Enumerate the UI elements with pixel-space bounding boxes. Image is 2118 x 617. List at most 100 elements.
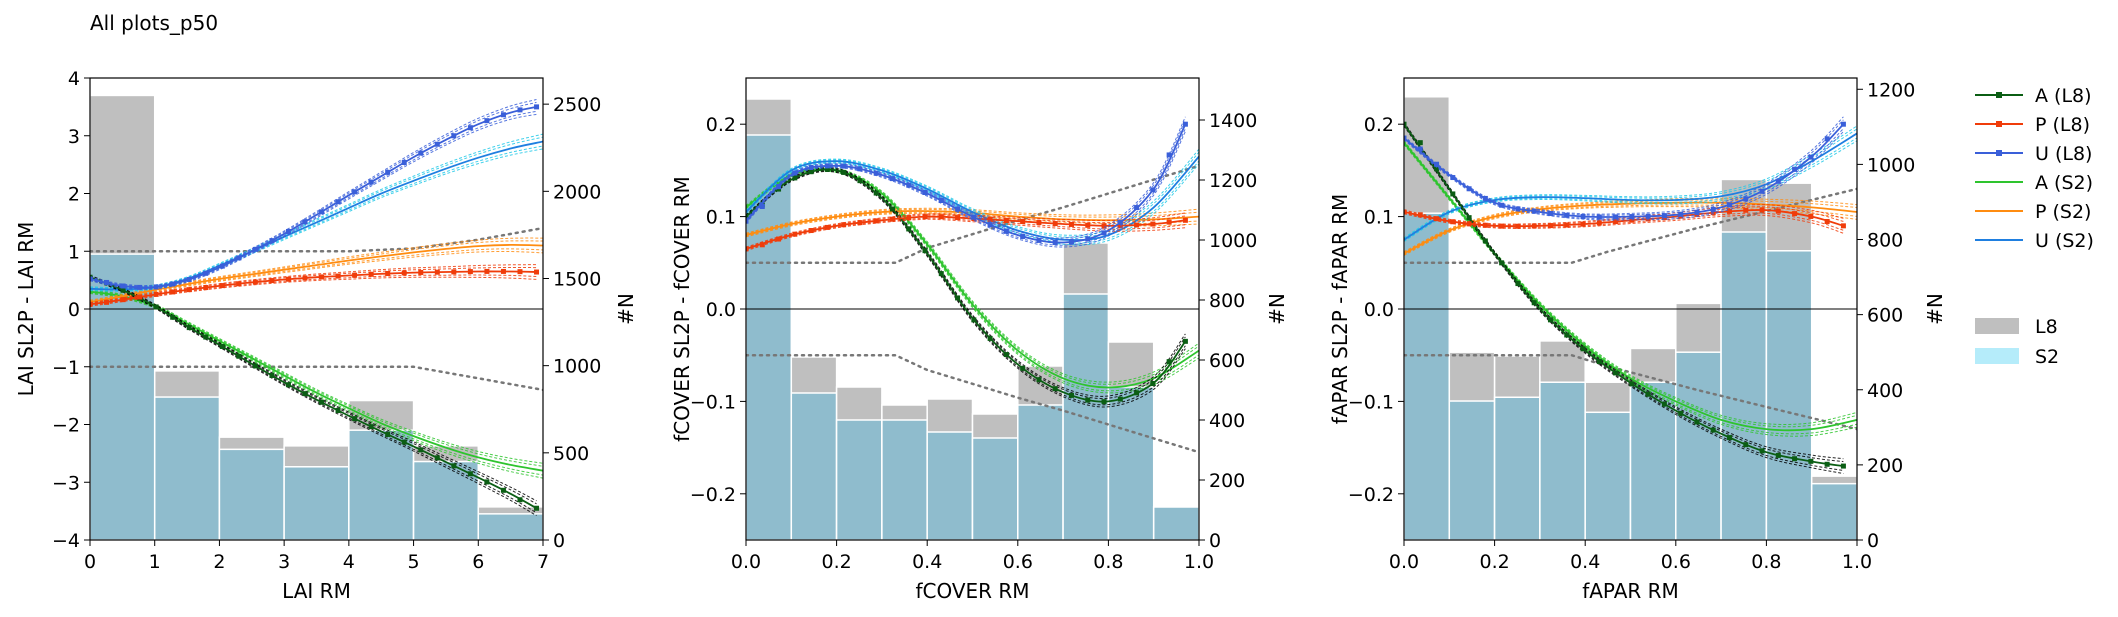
- y2-tick-label: 200: [1209, 470, 1245, 492]
- series-marker-u-l8: [302, 219, 308, 225]
- hist-bar-overlap: [881, 419, 928, 540]
- ci-band: [746, 162, 1199, 246]
- series-marker-u-l8: [1840, 121, 1846, 127]
- x-tick-label: 1.0: [1842, 551, 1872, 573]
- ci-band: [90, 264, 537, 303]
- ci-band: [1404, 140, 1857, 242]
- series-marker-u-l8: [1661, 213, 1667, 219]
- series-marker-u-l8: [137, 284, 143, 290]
- series-marker-p-l8: [1580, 221, 1586, 227]
- x-tick-label: 0.4: [1570, 551, 1600, 573]
- series-marker-u-l8: [285, 228, 291, 234]
- hist-bar-overlap: [153, 396, 221, 540]
- y2-tick-label: 1000: [1867, 154, 1915, 176]
- series-marker-p-l8: [1085, 222, 1091, 228]
- series-marker-p-l8: [1726, 208, 1732, 214]
- series-marker-p-l8: [1003, 217, 1009, 223]
- threshold-upper: [90, 226, 543, 253]
- ci-band: [1404, 137, 1857, 242]
- series-marker-p-l8: [1645, 216, 1651, 222]
- ci-band: [90, 237, 543, 301]
- y2-tick-label: 500: [553, 443, 589, 465]
- series-marker-a-l8: [186, 325, 192, 331]
- panel-fcover: 0.0 0.2 0.4 0.6 0.8 1.0 −0.2 −0.1 0.0 0.1 0.2 0 200 4…: [670, 77, 1289, 603]
- series-marker-u-l8: [824, 163, 830, 169]
- series-marker-p-l8: [1466, 221, 1472, 227]
- ci-band: [90, 248, 543, 304]
- series-marker-u-l8: [841, 163, 847, 169]
- series-marker-a-l8: [1182, 338, 1188, 344]
- series-marker-u-l8: [1150, 187, 1156, 193]
- series-marker-p-l8: [987, 216, 993, 222]
- series-marker-p-l8: [1759, 207, 1765, 213]
- y-tick-label: −0.2: [1348, 484, 1394, 506]
- series-marker-a-l8: [792, 175, 798, 181]
- series-line-u-s2: [746, 155, 1199, 241]
- y-tick-label: 3: [68, 126, 80, 148]
- series-marker-a-l8: [1101, 399, 1107, 405]
- x-tick-label: 0.0: [1389, 551, 1419, 573]
- panel-lai: 0 1 2 3 4 5 6 7 −4 −3 −2 −1 0 1 2 3 4 0 500 1000 1500 2000 250…: [14, 68, 638, 603]
- series-marker-p-l8: [1182, 217, 1188, 223]
- series-marker-a-l8: [484, 479, 490, 485]
- x-tick-label: 0.6: [1003, 551, 1033, 573]
- series-marker-u-l8: [484, 118, 490, 124]
- ci-band: [90, 101, 537, 287]
- threshold-upper: [746, 164, 1199, 265]
- series-marker-u-l8: [1417, 146, 1423, 152]
- x-tick-label: 1: [149, 551, 161, 573]
- legend-marker-u-l8: [1996, 150, 2002, 156]
- series-marker-u-l8: [1613, 214, 1619, 220]
- series-marker-a-l8: [1759, 448, 1765, 454]
- series-marker-p-l8: [269, 278, 275, 284]
- y2-axis-label: #N: [1923, 293, 1947, 325]
- threshold-upper: [1404, 187, 1857, 265]
- series-marker-u-l8: [971, 214, 977, 220]
- y2-tick-label: 1000: [1209, 230, 1257, 252]
- series-marker-p-l8: [236, 281, 242, 287]
- series-marker-p-l8: [792, 231, 798, 237]
- series-marker-u-l8: [534, 104, 540, 110]
- ci-band: [746, 218, 1186, 252]
- series-marker-p-l8: [1020, 219, 1026, 225]
- series-marker-p-l8: [170, 289, 176, 295]
- ci-band: [1404, 116, 1844, 215]
- series-marker-u-l8: [1547, 210, 1553, 216]
- x-tick-label: 0.2: [821, 551, 851, 573]
- series-marker-u-l8: [1824, 136, 1830, 142]
- series-marker-p-l8: [1499, 223, 1505, 229]
- ci-band: [90, 276, 537, 307]
- hist-bar-overlap: [1493, 396, 1541, 540]
- ci-band: [1404, 125, 1857, 239]
- series-marker-p-l8: [1515, 223, 1521, 229]
- series-marker-p-l8: [1710, 210, 1716, 216]
- y2-tick-label: 1200: [1209, 170, 1257, 192]
- ci-band: [1404, 213, 1844, 234]
- series-marker-u-l8: [1775, 178, 1781, 184]
- series-marker-p-l8: [104, 299, 110, 305]
- y2-tick-label: 200: [1867, 455, 1903, 477]
- ci-band: [90, 99, 537, 287]
- series-marker-u-l8: [792, 170, 798, 176]
- y2-tick-label: 1200: [1867, 79, 1915, 101]
- plot-area: [746, 98, 1199, 540]
- series-marker-p-l8: [759, 242, 765, 248]
- series-marker-a-l8: [451, 463, 457, 469]
- hist-bar-overlap: [283, 466, 350, 540]
- series-marker-u-l8: [987, 222, 993, 228]
- series-marker-p-l8: [500, 268, 506, 274]
- y-axis-label: fAPAR SL2P - fAPAR RM: [1328, 194, 1352, 425]
- series-marker-u-l8: [104, 279, 110, 285]
- series-marker-a-l8: [746, 214, 749, 220]
- ci-band: [90, 277, 537, 514]
- series-marker-p-l8: [938, 214, 944, 220]
- series-marker-a-l8: [153, 304, 159, 310]
- series-line-u-s2: [1404, 132, 1857, 241]
- x-tick-label: 6: [472, 551, 484, 573]
- series-marker-p-l8: [534, 269, 540, 275]
- series-marker-a-l8: [1003, 352, 1009, 358]
- series-marker-a-l8: [1515, 281, 1521, 287]
- series-marker-p-l8: [252, 279, 258, 285]
- series-marker-u-l8: [1450, 175, 1456, 181]
- y-tick-label: 0.0: [706, 299, 736, 321]
